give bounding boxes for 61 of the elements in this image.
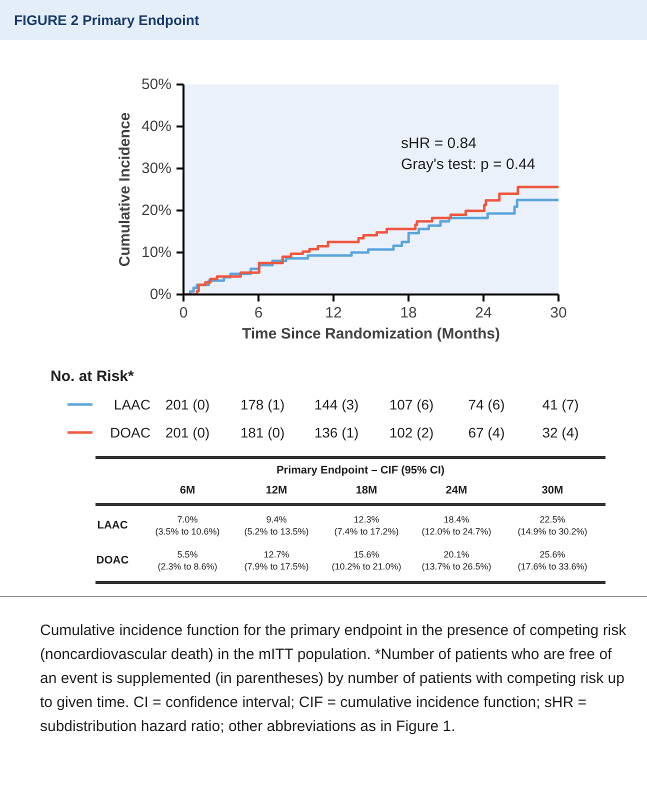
text: 20.1% (444, 550, 470, 560)
x-tick-label: 12 (325, 304, 342, 322)
y-tick-label: 20% (141, 202, 172, 219)
text: 201 (0) (165, 424, 210, 440)
text: 24M (446, 484, 468, 496)
text: (10.2% to 21.0%) (332, 562, 402, 572)
text: DOAC (96, 554, 129, 566)
text: (17.6% to 33.6%) (518, 562, 588, 572)
text: 22.5% (540, 514, 566, 524)
x-tick-label: 6 (254, 304, 263, 322)
text: 32 (4) (542, 424, 579, 440)
y-tick-label: 30% (141, 160, 172, 177)
text: Cumulative incidence function for the primary endpoint in the presence of competing risk (noncardiovascular death) in the mITT population. *Number of patients who are free of an event is supplemented (in parentheses) by number of patients with competing risk up to given time. CI = confidence interval; CIF = cumulative incidence function; sHR = subdistribution hazard ratio; other abbreviations as in Figure 1. (0, 596, 647, 739)
text: 7.0% (177, 514, 198, 524)
annotation: sHR = 0.84 (401, 134, 476, 152)
text: (5.2% to 13.5%) (244, 526, 309, 536)
text: (12.0% to 24.7%) (422, 526, 492, 536)
legend-label: LAAC (114, 396, 151, 412)
y-tick-label: 10% (141, 244, 172, 261)
y-axis-title: Cumulative Incidence (116, 112, 134, 267)
text: 144 (3) (314, 396, 359, 412)
text: 15.6% (354, 550, 380, 560)
text: (7.9% to 17.5%) (244, 562, 309, 572)
text: 178 (1) (240, 396, 285, 412)
text: 181 (0) (240, 424, 285, 440)
chart-title: FIGURE 2 Primary Endpoint (0, 0, 647, 40)
y-tick-label: 40% (141, 118, 172, 135)
annotation: Gray's test: p = 0.44 (401, 156, 536, 173)
text: (2.3% to 8.6%) (158, 562, 218, 572)
text: 102 (2) (389, 424, 434, 440)
x-tick-label: 18 (400, 304, 417, 322)
text: (7.4% to 17.2%) (334, 526, 399, 536)
x-tick-label: 0 (179, 304, 188, 322)
text: 18.4% (444, 514, 470, 524)
x-tick-label: 24 (475, 304, 492, 322)
text: 6M (180, 484, 196, 496)
text: 74 (6) (468, 396, 505, 412)
text: 25.6% (540, 550, 566, 560)
text: LAAC (97, 520, 128, 532)
text: (14.9% to 30.2%) (518, 526, 588, 536)
text: Primary Endpoint – CIF (95% CI) (276, 464, 445, 476)
text: 41 (7) (542, 396, 579, 412)
x-axis-title: Time Since Randomization (Months) (242, 326, 500, 342)
text: 18M (356, 484, 378, 496)
text: 201 (0) (165, 396, 210, 412)
text: No. at Risk* (50, 368, 134, 385)
text: 107 (6) (389, 396, 434, 412)
text: 136 (1) (314, 424, 359, 440)
y-tick-label: 50% (141, 76, 172, 93)
x-tick-label: 30 (550, 304, 567, 322)
legend-label: DOAC (110, 424, 151, 440)
text: (13.7% to 26.5%) (422, 562, 492, 572)
y-tick-label: 0% (150, 286, 172, 303)
text: (3.5% to 10.6%) (155, 526, 220, 536)
text: 12.3% (354, 514, 380, 524)
text: 12.7% (264, 550, 290, 560)
text: 9.4% (266, 514, 287, 524)
text: 5.5% (177, 550, 198, 560)
text: 30M (542, 484, 564, 496)
text: 67 (4) (468, 424, 505, 440)
text: 12M (266, 484, 288, 496)
